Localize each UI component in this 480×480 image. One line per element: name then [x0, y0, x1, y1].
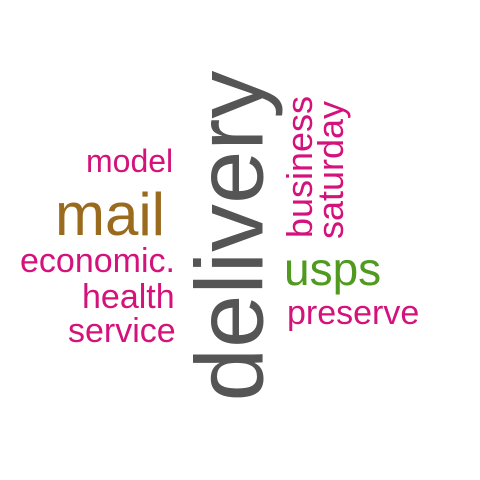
- word-preserve: preserve: [287, 294, 420, 332]
- word-health: health: [82, 278, 175, 316]
- word-saturday: saturday: [310, 100, 352, 240]
- word-delivery: delivery: [176, 70, 284, 402]
- word-economic: economic.: [20, 242, 175, 280]
- word-mail: mail: [55, 181, 166, 248]
- word-model: model: [86, 143, 174, 179]
- word-usps: usps: [284, 243, 382, 295]
- word-service: service: [68, 312, 176, 350]
